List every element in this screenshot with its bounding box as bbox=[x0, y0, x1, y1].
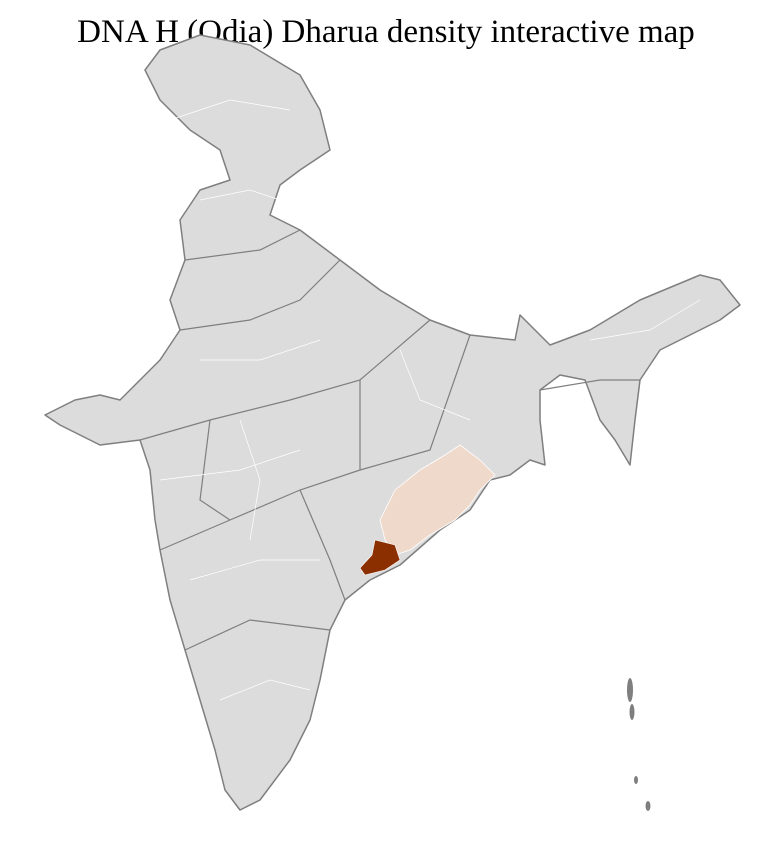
region-high-density-district[interactable] bbox=[359, 539, 401, 576]
andaman-nicobar-islands bbox=[627, 678, 651, 811]
state-borders bbox=[139, 229, 640, 651]
india-outline[interactable] bbox=[44, 34, 741, 811]
region-odisha-low-density[interactable] bbox=[379, 444, 496, 556]
district-borders bbox=[159, 99, 701, 701]
